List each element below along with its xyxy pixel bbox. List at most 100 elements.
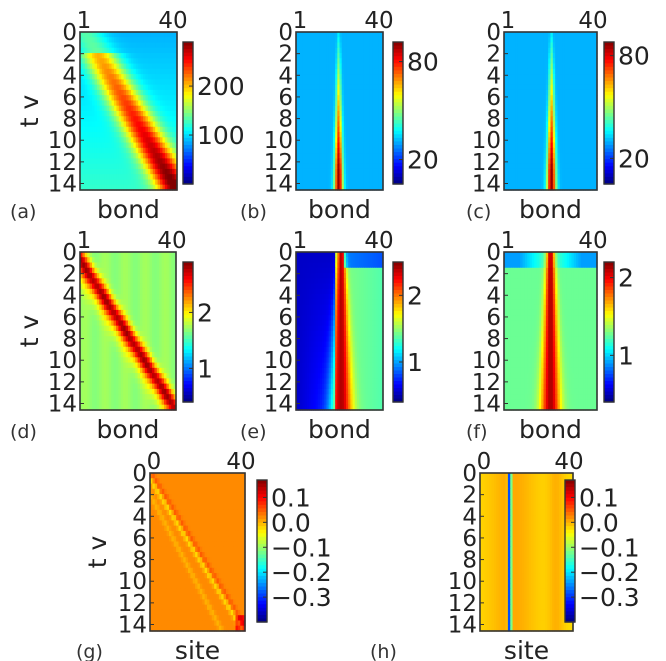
heatmap-cell: [152, 168, 156, 175]
heatmap-cell: [337, 68, 341, 75]
heatmap-cell: [168, 267, 172, 274]
heatmap-cell: [118, 142, 122, 149]
heatmap-cell: [569, 179, 573, 186]
heatmap-cell: [300, 32, 304, 38]
heatmap-cell: [168, 294, 172, 300]
heatmap-cell: [510, 163, 514, 170]
heatmap-cell: [587, 174, 591, 181]
heatmap-cell: [173, 373, 177, 379]
heatmap-cell: [87, 352, 91, 358]
heatmap-cell: [315, 163, 319, 170]
heatmap-cell: [576, 68, 580, 75]
heatmap-cell: [140, 399, 143, 406]
heatmap-cell: [341, 89, 345, 96]
heatmap-cell: [154, 378, 158, 385]
heatmap-cell: [513, 184, 517, 191]
heatmap-cell: [350, 95, 354, 102]
heatmap-cell: [552, 137, 556, 144]
heatmap-cell: [164, 325, 167, 332]
heatmap-cell: [159, 252, 163, 258]
heatmap-cell: [356, 32, 360, 38]
heatmap-cell: [339, 105, 343, 112]
heatmap-cell: [132, 262, 136, 269]
heatmap-cell: [552, 153, 556, 159]
heatmap-cell: [566, 53, 570, 59]
heatmap-cell: [520, 63, 524, 70]
heatmap-cell: [324, 137, 328, 144]
heatmap-cell: [164, 288, 167, 295]
heatmap-cell: [123, 89, 127, 96]
heatmap-cell: [152, 147, 156, 154]
heatmap-cell: [585, 158, 589, 165]
heatmap-cell: [508, 137, 512, 144]
heatmap-cell: [159, 394, 163, 401]
heatmap-cell: [346, 89, 349, 96]
y-tick-label: 0: [278, 20, 293, 46]
heatmap-cell: [87, 373, 91, 379]
heatmap-cell: [140, 373, 143, 379]
heatmap-cell: [504, 142, 507, 149]
heatmap-cell: [339, 142, 343, 149]
heatmap-cell: [157, 79, 161, 86]
heatmap-cell: [145, 153, 149, 159]
heatmap-cell: [557, 79, 561, 86]
heatmap-cell: [99, 153, 103, 159]
heatmap-cell: [541, 100, 545, 107]
heatmap-cell: [111, 320, 115, 327]
heatmap-cell: [164, 168, 168, 175]
heatmap-cell: [585, 89, 589, 96]
heatmap-cell: [313, 116, 317, 123]
heatmap-cell: [330, 158, 334, 165]
heatmap-cell: [111, 58, 115, 65]
heatmap-cell: [515, 184, 519, 191]
heatmap-cell: [89, 42, 93, 49]
heatmap-cell: [104, 121, 108, 128]
heatmap-cell: [330, 163, 334, 170]
heatmap-cell: [94, 331, 98, 337]
heatmap-cell: [123, 331, 127, 337]
heatmap-cell: [309, 168, 312, 175]
heatmap-cell: [108, 288, 112, 295]
colorbar-step: [604, 159, 614, 164]
heatmap-cell: [583, 116, 586, 123]
heatmap-cell: [84, 309, 88, 316]
heatmap-cell: [101, 262, 105, 269]
heatmap-cell: [306, 42, 310, 49]
heatmap-cell: [132, 331, 136, 337]
heatmap-cell: [529, 163, 533, 170]
heatmap-cell: [536, 142, 540, 149]
heatmap-cell: [559, 84, 563, 91]
heatmap-cell: [92, 32, 96, 38]
heatmap-cell: [326, 184, 330, 191]
heatmap-cell: [337, 53, 341, 59]
heatmap-cell: [510, 126, 514, 133]
heatmap-cell: [309, 111, 312, 117]
heatmap-cell: [520, 184, 524, 191]
heatmap-cell: [94, 357, 98, 364]
heatmap-cell: [352, 132, 356, 138]
heatmap-cell: [96, 383, 100, 390]
heatmap-cell: [87, 42, 91, 49]
heatmap-cell: [517, 32, 521, 38]
heatmap-cell: [337, 142, 341, 149]
heatmap-cell: [536, 95, 540, 102]
heatmap-cell: [135, 53, 139, 59]
heatmap-cell: [106, 331, 110, 337]
heatmap-cell: [164, 158, 168, 165]
heatmap-cell: [348, 121, 351, 128]
heatmap-cell: [508, 32, 512, 38]
heatmap-cell: [172, 168, 176, 175]
heatmap-cell: [137, 404, 141, 411]
heatmap-cell: [113, 95, 117, 102]
heatmap-cell: [350, 53, 354, 59]
heatmap-cell: [296, 32, 299, 38]
heatmap-cell: [106, 68, 110, 75]
heatmap-cell: [592, 47, 596, 54]
heatmap-cell: [142, 399, 146, 406]
heatmap-cell: [580, 179, 584, 186]
heatmap-cell: [367, 63, 371, 70]
heatmap-cell: [135, 147, 139, 154]
heatmap-cell: [356, 168, 360, 175]
heatmap-cell: [118, 304, 122, 311]
heatmap-cell: [140, 95, 144, 102]
